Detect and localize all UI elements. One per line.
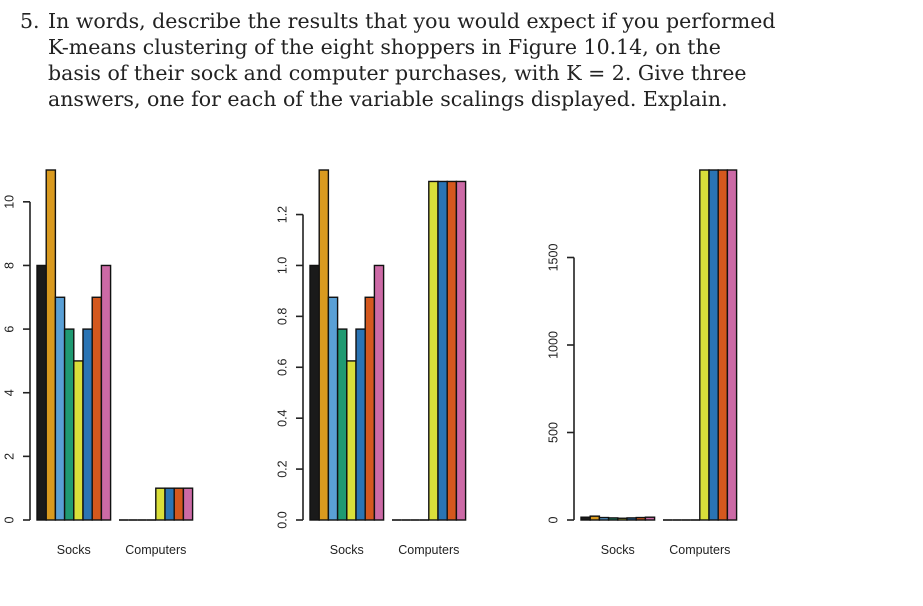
y-tick-label: 4 — [2, 389, 16, 396]
question-text: In words, describe the results that you … — [48, 8, 910, 112]
question-line: basis of their sock and computer purchas… — [48, 61, 747, 85]
y-tick-label: 0 — [546, 516, 560, 523]
bar — [589, 515, 601, 521]
y-tick-label: 10 — [2, 195, 16, 209]
y-tick-label: 1.0 — [275, 257, 289, 274]
y-tick-label: 0.2 — [275, 460, 289, 477]
bar — [182, 487, 194, 521]
bar — [173, 487, 185, 521]
bar — [63, 328, 75, 521]
bar — [607, 517, 619, 521]
x-category-label: Socks — [57, 543, 91, 557]
bar — [617, 517, 628, 521]
x-category-label: Computers — [398, 543, 459, 557]
bar — [336, 328, 348, 521]
y-tick-label: 0.0 — [275, 511, 289, 528]
bar — [437, 180, 448, 521]
y-tick-label: 0.6 — [275, 359, 289, 376]
bar — [428, 180, 439, 521]
question-line: K-means clustering of the eight shoppers… — [48, 35, 721, 59]
y-tick-label: 8 — [2, 262, 16, 269]
y-tick-label: 0.8 — [275, 308, 289, 325]
bar — [309, 264, 320, 521]
x-category-label: Socks — [330, 543, 364, 557]
bar — [364, 296, 376, 521]
bar — [355, 328, 366, 521]
bar — [318, 169, 330, 521]
bar — [708, 169, 719, 521]
x-category-label: Socks — [601, 543, 635, 557]
x-category-label: Computers — [125, 543, 186, 557]
y-tick-label: 1500 — [546, 244, 560, 272]
bar — [626, 517, 637, 521]
bar — [580, 516, 591, 521]
bar — [45, 169, 57, 521]
y-tick-label: 500 — [546, 422, 560, 443]
bar — [73, 360, 84, 521]
question-line: answers, one for each of the variable sc… — [48, 87, 728, 111]
bar — [346, 360, 357, 521]
question-line: In words, describe the results that you … — [48, 9, 776, 33]
bar — [455, 180, 467, 521]
bar — [598, 516, 610, 521]
bar — [373, 264, 385, 521]
bar — [699, 169, 710, 521]
exercise-question: 5. In words, describe the results that y… — [20, 8, 910, 112]
bar-charts-figure: 0 2 4 6 8 10 Socks Computers 0.0 0.2 0.4 0.6 0.8 1.0 1… — [2, 169, 738, 557]
bar — [82, 328, 93, 521]
y-tick-label: 0.4 — [275, 409, 289, 426]
y-tick-label: 2 — [2, 453, 16, 460]
bar — [446, 180, 458, 521]
bar — [635, 516, 647, 521]
bar — [717, 169, 729, 521]
y-tick-label: 6 — [2, 326, 16, 333]
bar — [54, 296, 66, 521]
bar — [36, 264, 47, 521]
bar — [726, 169, 738, 521]
bar — [155, 487, 166, 521]
bar — [164, 487, 175, 521]
bar — [91, 296, 103, 521]
question-number: 5. — [20, 9, 40, 33]
y-tick-label: 1000 — [546, 331, 560, 359]
y-tick-label: 0 — [2, 516, 16, 523]
y-tick-label: 1.2 — [275, 206, 289, 223]
bar — [327, 296, 339, 521]
bar — [100, 264, 112, 521]
bar — [644, 516, 656, 521]
x-category-label: Computers — [669, 543, 730, 557]
